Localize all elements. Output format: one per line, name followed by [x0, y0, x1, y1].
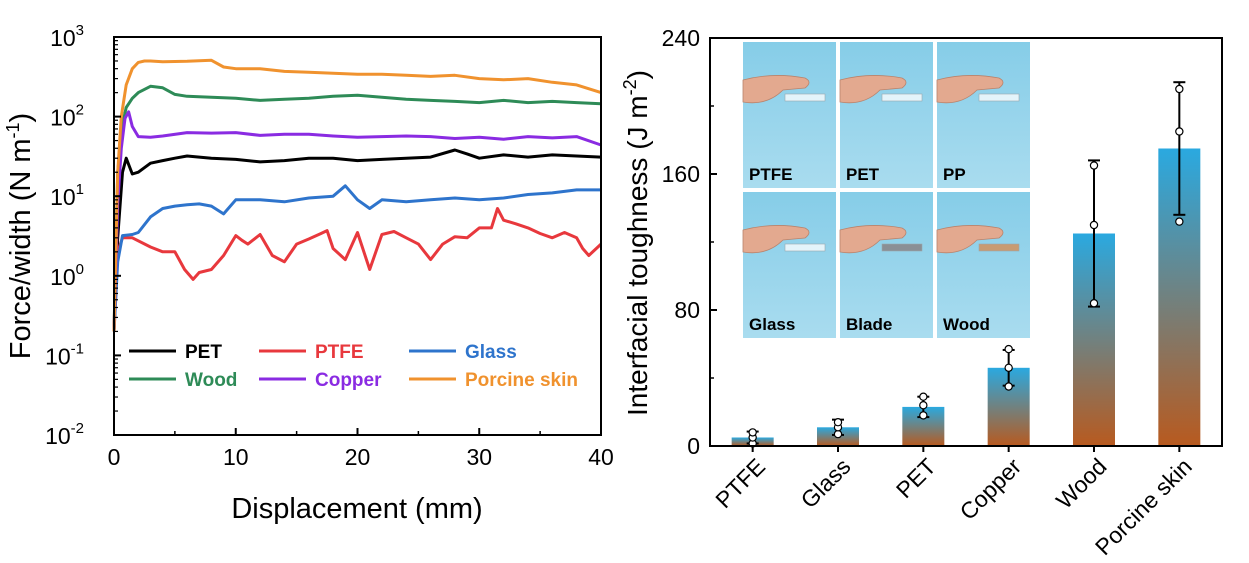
x-tick-label: 40 [588, 444, 614, 470]
inset-photo-label: Blade [846, 315, 892, 334]
chart1-x-axis-label: Displacement (mm) [231, 493, 482, 525]
photo-inset: PTFE PET PP Glass Blade Wood [742, 42, 1030, 338]
photo-background [743, 42, 836, 188]
data-point-ptfe [748, 428, 757, 437]
x-tick-label: 0 [108, 444, 121, 470]
data-point-glass [833, 429, 843, 439]
data-point-pet [919, 401, 928, 410]
y-tick-label: 102 [50, 102, 84, 131]
series-line-porcine-skin [112, 58, 602, 332]
y-tick-label: 10-2 [45, 420, 84, 449]
inset-photo-label: PP [943, 165, 966, 184]
data-point-copper [1004, 363, 1013, 372]
legend-label-ptfe: PTFE [315, 342, 364, 363]
material-sample [784, 93, 826, 102]
x-tick-label-wood: Wood [1051, 453, 1112, 514]
finger-shape [742, 225, 810, 254]
photo-background [840, 192, 933, 338]
y-tick-label: 100 [50, 261, 84, 290]
material-sample [978, 93, 1020, 102]
inset-photo-ptfe: PTFE [742, 42, 836, 188]
finger-shape [839, 75, 907, 104]
series-line-wood [112, 84, 602, 332]
data-point-wood [1089, 220, 1099, 230]
y-tick-label: 160 [662, 161, 700, 187]
inset-photo-label: Glass [749, 315, 795, 334]
finger-shape [936, 225, 1004, 254]
legend-label-porcine-skin: Porcine skin [465, 370, 578, 391]
finger-shape [936, 75, 1004, 104]
y-tick-label: 101 [50, 181, 84, 210]
data-point-porcine-skin [1175, 127, 1184, 136]
x-tick-label-pet: PET [891, 453, 941, 503]
data-point-glass [833, 418, 843, 427]
data-point-porcine-skin [1175, 84, 1184, 94]
legend-label-wood: Wood [185, 370, 237, 391]
inset-photo-label: PET [846, 165, 880, 184]
x-tick-label: 10 [223, 444, 249, 470]
y-tick-label: 80 [674, 297, 700, 323]
x-tick-label-ptfe: PTFE [710, 453, 770, 513]
data-point-copper [1004, 344, 1013, 354]
data-point-copper [1004, 382, 1013, 391]
y-tick-label: 0 [687, 433, 700, 459]
inset-photo-glass: Glass [742, 192, 836, 338]
x-tick-label: 30 [466, 444, 492, 470]
x-tick-label: 20 [345, 444, 371, 470]
inset-photo-label: PTFE [749, 165, 792, 184]
material-sample [978, 243, 1020, 252]
x-tick-label-glass: Glass [796, 453, 856, 513]
y-tick-label: 240 [662, 25, 700, 51]
inset-photo-wood: Wood [936, 192, 1030, 338]
material-sample [784, 243, 826, 252]
series-line-pet [112, 148, 602, 332]
chart2-y-axis-label: Interfacial toughness (J m-2) [620, 70, 653, 416]
finger-shape [839, 225, 907, 254]
photo-background [937, 192, 1030, 338]
data-point-pet [919, 411, 928, 420]
chart1-y-axis-label: Force/width (N m-1) [3, 113, 37, 359]
chart1-x-ticks: 0 10 20 30 40 [108, 428, 614, 470]
photo-background [743, 192, 836, 338]
series-line-copper [112, 110, 602, 332]
legend-label-copper: Copper [315, 370, 382, 391]
inset-photo-pp: PP [936, 42, 1030, 188]
inset-photo-blade: Blade [839, 192, 933, 338]
finger-shape [742, 75, 810, 104]
chart1-series-group [112, 58, 603, 332]
chart2-bars-group [731, 81, 1201, 448]
data-point-pet [919, 392, 928, 401]
data-point-porcine-skin [1175, 217, 1184, 226]
legend-label-pet: PET [185, 342, 222, 363]
toughness-bar-chart: PTFE PET PP Glass Blade Wood 0 80 160 240 PTFE Gl… [620, 25, 1223, 560]
inset-photo-pet: PET [839, 42, 933, 188]
force-width-chart: 0 10 20 30 40 10-2 10-1 100 101 102 103 Displacem… [3, 22, 614, 525]
inset-photo-label: Wood [943, 315, 990, 334]
y-tick-label: 103 [50, 22, 84, 51]
chart2-y-ticks: 0 80 160 240 [662, 25, 717, 459]
photo-background [840, 42, 933, 188]
x-tick-label-copper: Copper [954, 453, 1026, 525]
material-sample [881, 93, 923, 102]
chart1-legend: PET PTFE Glass Wood Copper Porcine skin [129, 342, 578, 391]
data-point-wood [1089, 161, 1099, 170]
chart1-y-ticks: 10-2 10-1 100 101 102 103 [45, 22, 121, 449]
material-sample [881, 243, 923, 252]
data-point-wood [1089, 299, 1099, 308]
series-line-ptfe [112, 207, 603, 332]
legend-label-glass: Glass [465, 342, 517, 363]
photo-background [937, 42, 1030, 188]
series-line-glass [112, 184, 601, 332]
y-tick-label: 10-1 [45, 340, 84, 369]
